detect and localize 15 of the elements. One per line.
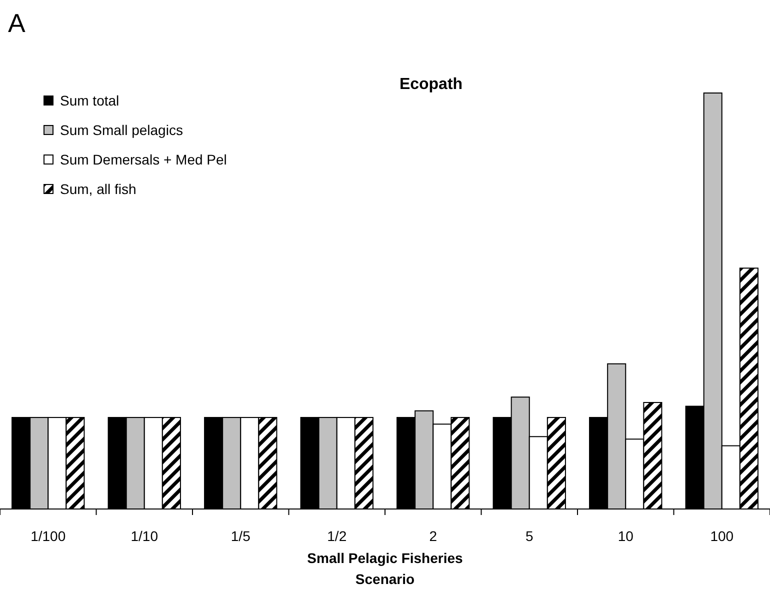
x-tick-label: 5 [525, 528, 534, 544]
legend-label: Sum Small pelagics [60, 122, 183, 138]
x-tick-label: 100 [710, 528, 734, 544]
x-tick-label: 1/10 [130, 528, 158, 544]
x-axis-title: Small Pelagic Fisheries Scenario [307, 550, 464, 587]
legend-label: Sum total [60, 92, 120, 108]
x-tick-label: 1/2 [327, 528, 347, 544]
x-tick-label: 1/5 [230, 528, 251, 544]
text: A [8, 8, 26, 38]
legend-label: Sum, all fish [60, 181, 136, 197]
legend-label: Sum Demersals + Med Pel [60, 152, 227, 168]
x-tick-label: 2 [429, 528, 438, 544]
chart-title: Ecopath [399, 76, 463, 93]
x-tick-label: 10 [618, 528, 634, 544]
x-tick-label: 1/100 [30, 528, 66, 544]
